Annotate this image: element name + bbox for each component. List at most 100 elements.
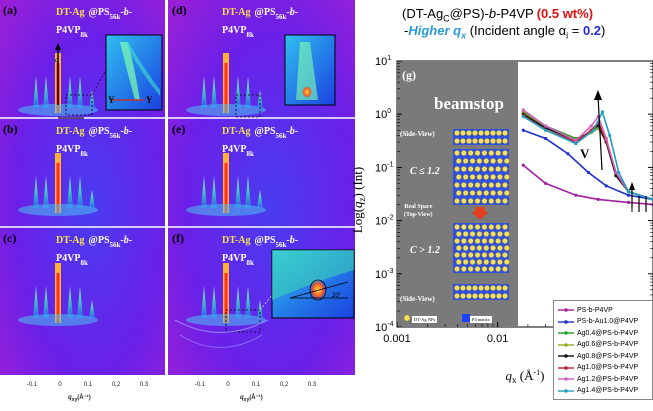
nanoparticle [467, 166, 474, 172]
nanoparticle [472, 130, 478, 136]
nanoparticle [472, 138, 478, 144]
panel-label-d: (d) [172, 3, 187, 17]
x-ticks-col2: -0.1 0 0.1 0.2 0.3 [195, 382, 317, 388]
series-point [521, 128, 525, 132]
y-tick-label: 10-3 [375, 268, 394, 281]
legend-entry: Ag1.0@PS-b-P4VP [558, 363, 638, 373]
nanoparticle [497, 245, 503, 251]
nanoparticle [502, 130, 508, 136]
nanoparticle [461, 150, 467, 156]
bragg-peak [235, 176, 241, 208]
series-point [521, 108, 525, 112]
nanoparticle [461, 224, 467, 230]
bragg-peak [33, 176, 39, 208]
caption-a: DT-Ag @PS56k-b- P4VP8k [56, 7, 133, 40]
panel-label-a: (a) [3, 3, 17, 17]
legend-entry: Ag1.2@PS-b-P4VP [558, 374, 638, 384]
legend-label: Ag0.6@PS-b-P4VP [577, 341, 639, 348]
nanoparticle [502, 138, 508, 144]
inset-a-label-1: Y [108, 95, 115, 105]
bragg-peak [77, 76, 83, 108]
nanoparticle [502, 266, 508, 272]
nanoparticle [483, 245, 489, 251]
x-tick-label: 0.01 [487, 333, 508, 345]
legend-swatch [558, 342, 574, 347]
nanoparticle [462, 190, 469, 196]
nanoparticle [502, 224, 508, 230]
x-tick-label: 0.001 [383, 333, 411, 345]
series-point [626, 190, 631, 194]
nanoparticle [495, 252, 501, 258]
nanoparticle [488, 238, 495, 244]
gisaxs-figure: Y Y q 20° -0.1 0 0.1 0.2 0.3 -0.1 0 0.1 0.2 0.3 … [0, 0, 355, 403]
nanoparticle [484, 130, 490, 136]
nanoparticle [467, 150, 474, 156]
nanoparticle [461, 266, 467, 272]
nanoparticle [502, 150, 508, 156]
nanoparticle [472, 293, 478, 299]
nanoparticle [460, 285, 466, 291]
bragg-peak [257, 190, 263, 208]
series-point [592, 128, 596, 132]
yoneda-band [18, 314, 98, 326]
nanoparticle [490, 174, 496, 180]
nanoparticle [461, 238, 467, 244]
nanoparticle [495, 150, 501, 156]
legend-swatch [558, 319, 574, 324]
nanoparticle [454, 182, 460, 188]
y-axis-label: Log(qz) (Int) [350, 167, 367, 233]
nanoparticle [490, 245, 496, 251]
y-tick-label: 10-1 [375, 161, 394, 174]
series-point [626, 193, 631, 197]
x-axis-label: qx (Å-1) [506, 368, 545, 385]
nanoparticle [462, 259, 469, 265]
nanoparticle [490, 293, 496, 299]
specular-core [224, 163, 228, 213]
panel-label-e: (e) [172, 122, 186, 136]
nanoparticle [460, 130, 466, 136]
nanoparticle [502, 166, 508, 172]
bragg-peak [89, 190, 95, 208]
y-tick-label: 101 [375, 55, 391, 68]
legend-label: Ag0.8@PS-b-P4VP [577, 352, 639, 360]
nanoparticle [478, 130, 484, 136]
nanoparticle [504, 231, 510, 237]
nanoparticle [483, 190, 489, 196]
nanoparticle [469, 259, 476, 265]
bragg-peak [77, 176, 83, 208]
nanoparticle [462, 174, 469, 180]
bragg-peak [67, 76, 73, 108]
legend-label: Ag0.4@PS-b-P4VP [577, 329, 639, 337]
nanoparticle [497, 259, 503, 265]
legend-entry: PS-b-Au1.0@P4VP [558, 317, 638, 327]
series-point [521, 163, 525, 167]
nanoparticle [474, 238, 481, 244]
nanoparticle [481, 182, 488, 188]
nanoparticle [495, 182, 501, 188]
nanoparticle [476, 190, 483, 196]
yoneda-band [18, 204, 98, 216]
legend-entry: Ag0.6@PS-b-P4VP [558, 340, 638, 350]
nanoparticle [474, 266, 481, 272]
nanoparticle [504, 158, 510, 164]
gisaxs-x-tick: 0 [58, 382, 62, 388]
legend-label: PS-b-P4VP [577, 306, 613, 314]
nanoparticle [456, 190, 462, 196]
specular-core [224, 63, 228, 113]
legend-swatch [558, 331, 574, 335]
nanoparticle [496, 285, 502, 291]
nanoparticle [490, 259, 496, 265]
series-point [544, 124, 548, 128]
legend-label: Ag1.0@PS-b-P4VP [577, 364, 639, 371]
schematic-panel [397, 61, 518, 327]
bragg-peak [245, 76, 251, 108]
v-annotation: V [580, 146, 590, 161]
nanoparticle [456, 174, 462, 180]
nanoparticle [454, 238, 460, 244]
nanoparticle [502, 238, 508, 244]
nanoparticle [483, 174, 489, 180]
caption-c: DT-Ag @PS56k-b- P4VP8k [56, 235, 133, 268]
nanoparticle [502, 285, 508, 291]
nanoparticle [469, 158, 476, 164]
c-le-label: C ≤ 1.2 [410, 166, 440, 177]
